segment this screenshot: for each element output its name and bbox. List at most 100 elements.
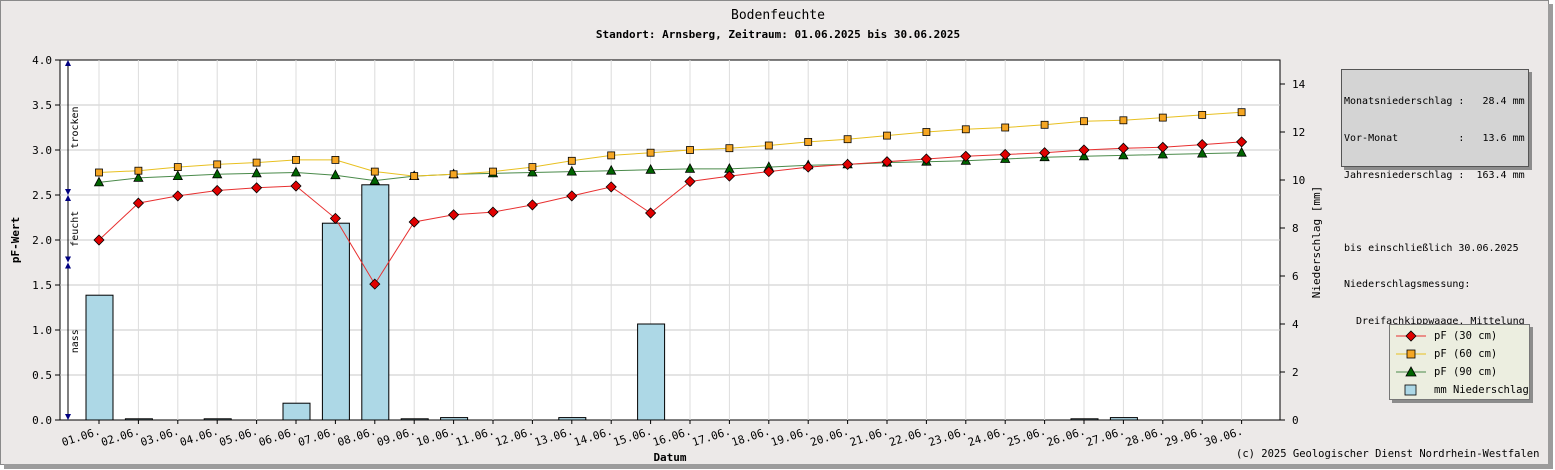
point-triangle [1236,146,1247,157]
y-tick-label: 3.0 [32,144,52,157]
precipitation-bar [558,417,587,421]
legend-item-pf90: pF (90 cm) [1396,365,1497,379]
info-line-method: Dreifachkippwaage, Mittelung [1344,315,1525,327]
arrow-up-icon [65,60,71,66]
y-axis-left: 0.0 0.5 1.0 1.5 2.0 2.5 3.0 3.5 4.0 [32,54,60,427]
x-tick-label: 03.06. [139,424,181,449]
point-diamond [329,212,341,224]
point-diamond [1196,139,1208,151]
y-axis-label: pF-Wert [9,217,22,263]
point-square [686,146,694,154]
point-square [567,156,576,165]
point-diamond [684,175,696,188]
point-square [528,163,537,172]
point-triangle [1157,148,1168,159]
bar-swatch-icon [1404,384,1417,396]
point-square [449,170,458,179]
triangle-marker-icon [1396,366,1426,377]
arrow-up-icon [65,195,71,201]
precipitation-bar [124,418,153,421]
precipitation-bar [440,417,469,421]
point-square [1237,108,1246,117]
y2-tick-label: 2 [1292,366,1299,379]
point-triangle [290,166,302,177]
point-square [370,167,379,176]
point-triangle [330,169,341,180]
legend-label-pf60: pF (60 cm) [1434,348,1498,360]
x-tick-label: 06.06. [257,424,299,449]
legend-label-pf90: pF (90 cm) [1434,366,1498,378]
point-square [1198,111,1207,119]
chart-subtitle: Standort: Arnsberg, Zeitraum: 01.06.2025… [596,28,960,41]
pf-lines [93,108,1248,290]
x-tick-label: 17.06. [691,424,733,449]
x-tick-label: 18.06. [730,424,772,449]
point-diamond [369,278,381,290]
precipitation-bar [637,323,666,421]
point-diamond [251,182,263,194]
arrow-down-icon [65,414,71,420]
precipitation-bar [321,222,350,421]
point-square [922,128,931,136]
zone-label: feucht [70,211,81,247]
point-square [1040,120,1049,129]
point-square [173,163,182,172]
y2-tick-label: 14 [1292,78,1306,91]
moisture-zones: trocken feucht nass [65,60,81,420]
precipitation-bar [203,418,232,421]
point-triangle [133,172,144,182]
chart-title: Bodenfeuchte [731,8,825,23]
precipitation-bar [85,294,114,421]
point-triangle [1197,147,1208,158]
arrow-down-icon [65,256,71,263]
info-line-method-label: Niederschlagsmessung: [1344,279,1471,291]
series-line-diamond [98,141,1242,286]
x-tick-label: 07.06. [297,424,339,449]
x-axis: 01.06.02.06.03.06.04.06.05.06.06.06.07.0… [60,420,1245,449]
point-diamond [842,158,854,170]
point-square [252,158,261,167]
point-square [646,148,655,157]
x-tick-label: 20.06. [809,424,851,449]
square-marker-icon [1396,349,1426,359]
x-tick-label: 15.06. [612,424,654,449]
y-tick-label: 0.0 [32,414,52,427]
point-diamond [132,197,144,209]
point-square [1080,117,1088,126]
point-diamond [763,166,775,178]
point-diamond [881,156,893,168]
x-tick-label: 23.06. [927,424,969,449]
y2-tick-label: 12 [1292,126,1305,139]
x-tick-label: 14.06. [572,424,614,449]
point-diamond [487,206,499,218]
x-tick-label: 26.06. [1045,424,1087,449]
point-triangle [566,165,577,176]
legend-item-precipitation: mm Niederschlag [1396,383,1529,397]
x-tick-label: 22.06. [888,424,930,449]
y2-tick-label: 4 [1292,318,1299,331]
point-diamond [172,190,184,202]
x-tick-label: 28.06. [1124,424,1166,449]
point-triangle [172,170,183,181]
point-diamond [448,209,460,221]
precipitation-info-box: Monatsniederschlag : 28.4 mm Vor-Monat :… [1341,69,1529,327]
legend-item-pf30: pF (30 cm) [1396,329,1497,343]
y2-tick-label: 10 [1292,174,1305,187]
point-diamond [211,184,223,197]
point-square [607,151,616,160]
point-square [292,155,300,164]
x-tick-label: 21.06. [848,424,890,449]
y2-tick-label: 8 [1292,222,1299,235]
y-tick-label: 1.5 [32,279,52,292]
x-tick-label: 10.06. [415,424,457,449]
x-tick-label: 29.06. [1163,424,1205,449]
legend-label-precipitation: mm Niederschlag [1434,384,1529,396]
point-square [961,125,970,134]
precipitation-bar [282,402,311,421]
point-triangle [369,174,380,185]
point-diamond [802,161,814,173]
point-square [883,131,891,140]
x-tick-label: 12.06. [494,424,536,449]
point-diamond [566,190,578,202]
